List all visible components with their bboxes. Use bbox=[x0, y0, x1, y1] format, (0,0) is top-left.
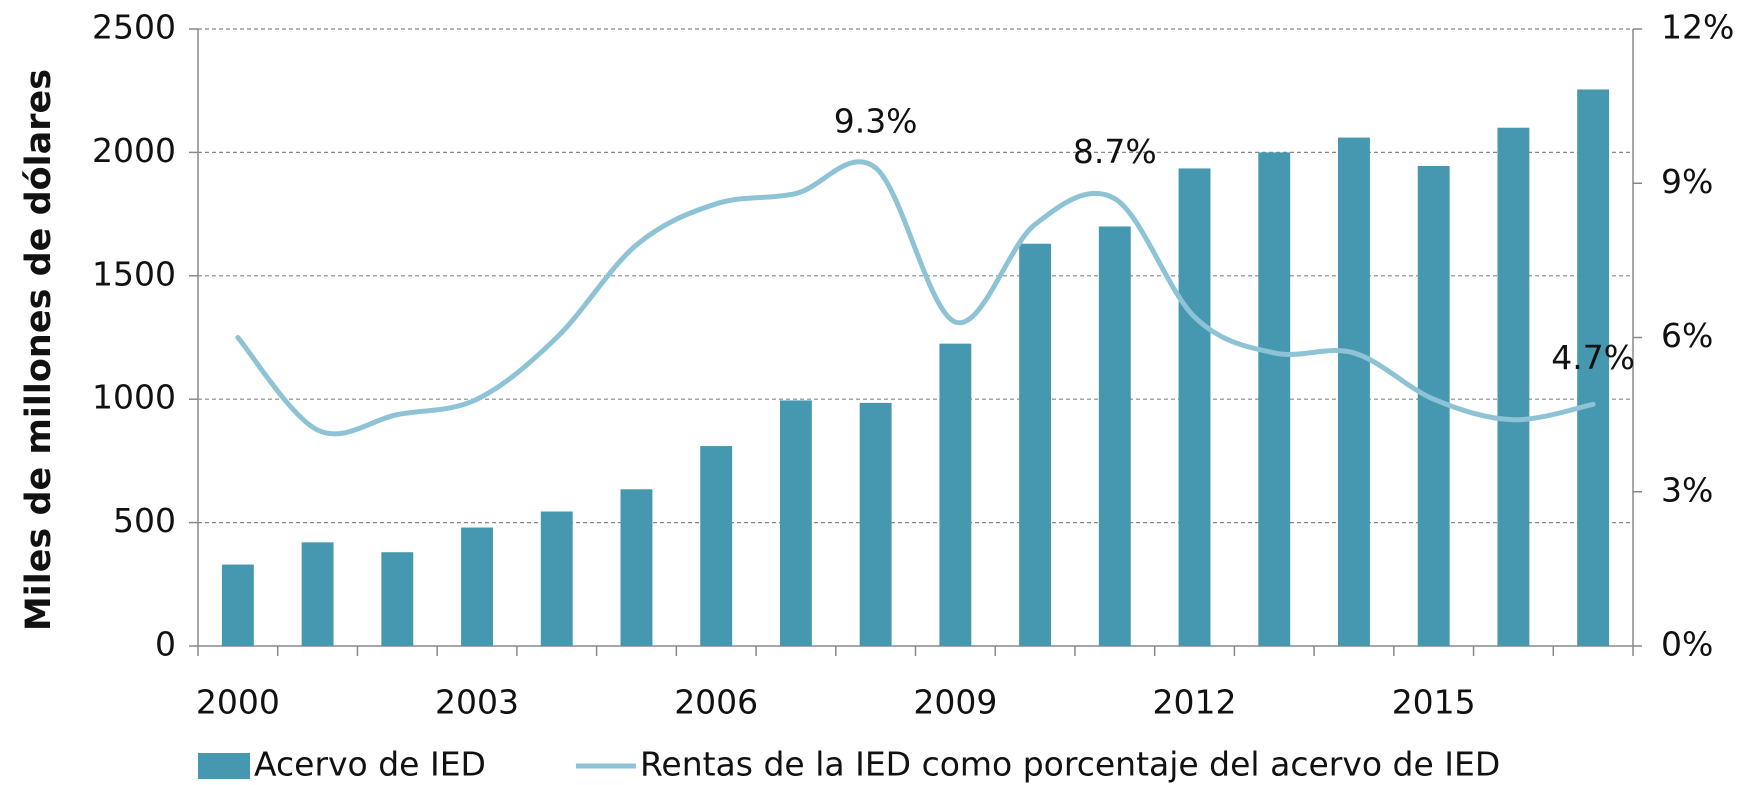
bar bbox=[779, 400, 812, 646]
y-tick-label: 0 bbox=[155, 625, 176, 664]
y2-tick-label: 0% bbox=[1661, 625, 1713, 664]
y2-tick-label: 9% bbox=[1661, 162, 1713, 201]
y2-tick-label: 6% bbox=[1661, 316, 1713, 355]
y-tick-label: 2000 bbox=[92, 131, 176, 170]
bar bbox=[1577, 89, 1610, 646]
bar bbox=[540, 511, 573, 646]
x-tick-label: 2015 bbox=[1392, 683, 1476, 722]
bar bbox=[381, 552, 414, 646]
bar bbox=[221, 564, 254, 646]
y-axis-label: Miles de millones de dólares bbox=[19, 69, 59, 631]
y-tick-label: 500 bbox=[113, 501, 176, 540]
bar bbox=[859, 402, 892, 646]
legend-label: Acervo de IED bbox=[254, 745, 486, 784]
bar bbox=[1019, 243, 1052, 646]
x-tick-label: 2003 bbox=[435, 683, 519, 722]
data-label: 4.7% bbox=[1551, 338, 1635, 377]
bar bbox=[700, 446, 733, 646]
y-tick-label: 2500 bbox=[92, 8, 176, 47]
y-tick-label: 1000 bbox=[92, 378, 176, 417]
y2-tick-label: 3% bbox=[1661, 470, 1713, 509]
x-tick-label: 2006 bbox=[674, 683, 758, 722]
x-tick-label: 2012 bbox=[1153, 683, 1237, 722]
bar bbox=[1338, 137, 1370, 647]
bar bbox=[1497, 127, 1530, 647]
bar bbox=[461, 527, 493, 646]
bar bbox=[620, 489, 653, 646]
bar bbox=[939, 343, 972, 646]
y-tick-label: 1500 bbox=[92, 254, 176, 293]
legend-swatch bbox=[198, 753, 250, 779]
line bbox=[235, 159, 1596, 437]
data-label: 9.3% bbox=[834, 101, 918, 140]
x-tick-label: 2009 bbox=[913, 683, 997, 722]
bar bbox=[1098, 226, 1131, 646]
x-tick-label: 2000 bbox=[196, 683, 280, 722]
legend-label: Rentas de la IED como porcentaje del ace… bbox=[640, 745, 1500, 784]
bar bbox=[301, 542, 334, 646]
y2-tick-label: 12% bbox=[1661, 8, 1734, 47]
data-label: 8.7% bbox=[1073, 132, 1157, 171]
bar bbox=[1178, 168, 1211, 646]
bar bbox=[1258, 152, 1291, 646]
